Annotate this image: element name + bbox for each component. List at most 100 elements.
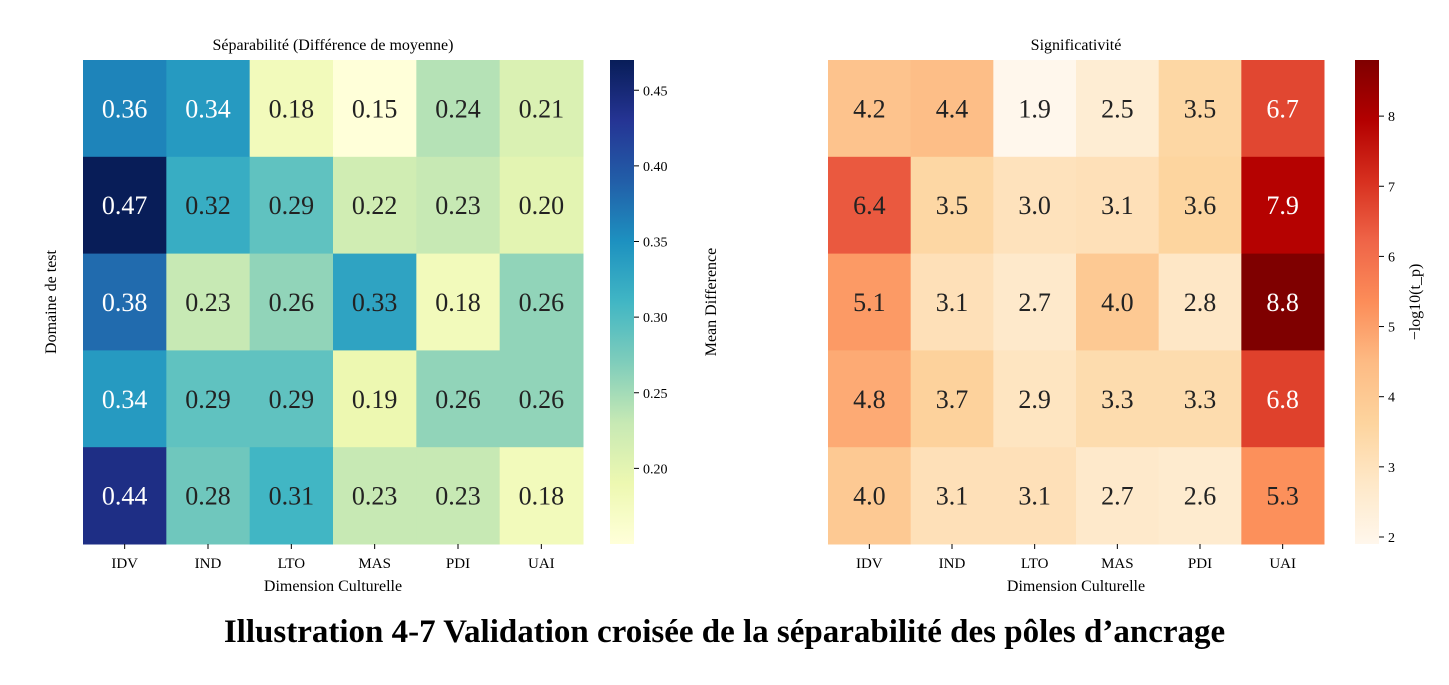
heatmap-cell — [83, 253, 167, 351]
colorbar-tick-label: 0.45 — [643, 84, 668, 99]
x-tick-label: IDV — [856, 556, 883, 572]
x-tick-label: LTO — [278, 556, 306, 572]
cell-value-label: 3.5 — [1184, 94, 1217, 123]
heatmap-cell — [1241, 60, 1325, 158]
heatmap-cell — [1158, 60, 1242, 158]
cell-value-label: 3.3 — [1101, 385, 1134, 414]
cell-value-label: 3.1 — [936, 288, 969, 317]
heatmap-cell — [993, 253, 1077, 351]
cell-value-label: 2.7 — [1018, 288, 1051, 317]
heatmap-cell — [499, 60, 584, 158]
heatmap-cell — [166, 447, 251, 545]
cell-value-label: 0.26 — [519, 385, 565, 414]
cell-value-label: 1.9 — [1018, 94, 1051, 123]
heatmap-cell — [166, 60, 251, 158]
cell-value-label: 0.29 — [269, 385, 315, 414]
heatmap-cell — [910, 156, 994, 255]
heatmap-cell — [333, 350, 417, 448]
heatmap-cell — [333, 156, 417, 255]
cell-value-label: 2.6 — [1184, 482, 1217, 511]
heatmap-cell — [1158, 350, 1242, 448]
cell-value-label: 4.4 — [936, 94, 969, 123]
chart-title: Significativité — [1031, 37, 1122, 54]
colorbar-label: −log10(t_p) — [1407, 264, 1424, 341]
cell-value-label: 2.7 — [1101, 482, 1134, 511]
x-tick-label: MAS — [358, 556, 391, 572]
colorbar-tick-label: 0.30 — [643, 311, 668, 326]
cell-value-label: 5.1 — [853, 288, 886, 317]
cell-value-label: 2.9 — [1018, 385, 1051, 414]
x-tick-label: IDV — [111, 556, 138, 572]
significance-heatmap: 4.2 4.4 1.9 2.5 3.5 6.7 6.4 3.5 3.0 3.1 3.6 7.9 5.1 3… — [828, 37, 1424, 595]
cell-value-label: 0.20 — [519, 191, 565, 220]
cell-value-label: 0.34 — [185, 94, 231, 123]
x-tick-label: UAI — [528, 556, 555, 572]
cell-value-label: 3.6 — [1184, 191, 1217, 220]
heatmap-cell — [993, 156, 1077, 255]
cell-value-label: 0.44 — [102, 482, 148, 511]
cell-value-label: 0.29 — [185, 385, 231, 414]
cell-value-label: 6.4 — [853, 191, 886, 220]
cell-value-label: 3.5 — [936, 191, 969, 220]
cell-value-label: 3.1 — [1101, 191, 1134, 220]
y-axis-label: Domaine de test — [43, 249, 60, 354]
heatmap-cell — [249, 447, 334, 545]
heatmap-cell — [166, 350, 251, 448]
heatmap-cell — [416, 60, 501, 158]
x-tick-label: PDI — [1188, 556, 1212, 572]
figure-caption: Illustration 4-7 Validation croisée de l… — [223, 614, 1226, 650]
heatmap-cell — [1076, 350, 1160, 448]
cell-value-label: 2.5 — [1101, 94, 1134, 123]
cell-value-label: 4.8 — [853, 385, 886, 414]
heatmap-cell — [1241, 447, 1325, 545]
heatmap-cell — [416, 350, 501, 448]
cell-value-label: 0.23 — [435, 191, 481, 220]
colorbar-tick-label: 0.40 — [643, 160, 668, 175]
heatmap-cell — [333, 447, 417, 545]
heatmap-cell — [910, 253, 994, 351]
heatmap-cell — [166, 253, 251, 351]
cell-value-label: 0.28 — [185, 482, 231, 511]
cell-value-label: 0.47 — [102, 191, 148, 220]
heatmap-cell — [828, 253, 912, 351]
heatmap-cell — [1076, 60, 1160, 158]
cell-value-label: 4.2 — [853, 94, 886, 123]
cell-value-label: 0.32 — [185, 191, 231, 220]
x-tick-label: UAI — [1269, 556, 1296, 572]
cell-value-label: 0.22 — [352, 191, 398, 220]
heatmap-cell — [1076, 156, 1160, 255]
heatmap-cell — [910, 350, 994, 448]
cell-value-label: 4.0 — [853, 482, 886, 511]
figure: 0.36 0.34 0.18 0.15 0.24 0.21 0.47 0.32 0.29 0.22… — [43, 37, 1424, 595]
heatmap-cell — [83, 156, 167, 255]
heatmap-cell — [166, 156, 251, 255]
cell-value-label: 0.18 — [269, 94, 315, 123]
colorbar-tick-label: 0.35 — [643, 236, 668, 251]
cell-value-label: 0.38 — [102, 288, 148, 317]
cell-value-label: 0.31 — [269, 482, 315, 511]
cell-value-label: 0.19 — [352, 385, 398, 414]
colorbar-label: Mean Difference — [703, 248, 720, 357]
colorbar-tick-label: 3 — [1388, 461, 1395, 476]
heatmap-cell — [249, 350, 334, 448]
cell-value-label: 3.3 — [1184, 385, 1217, 414]
cell-value-label: 3.1 — [936, 482, 969, 511]
cell-value-label: 3.7 — [936, 385, 969, 414]
heatmap-cell — [499, 156, 584, 255]
heatmap-cell — [83, 447, 167, 545]
cell-value-label: 0.26 — [519, 288, 565, 317]
heatmap-cell — [1158, 253, 1242, 351]
heatmap-cell — [1241, 253, 1325, 351]
heatmap-cell — [499, 447, 584, 545]
cell-value-label: 0.36 — [102, 94, 148, 123]
heatmap-cell — [83, 350, 167, 448]
cell-value-label: 6.8 — [1266, 385, 1299, 414]
heatmap-cell — [499, 253, 584, 351]
cell-value-label: 0.26 — [435, 385, 481, 414]
x-axis-label: Dimension Culturelle — [1007, 578, 1145, 595]
heatmap-cell — [993, 350, 1077, 448]
cell-value-label: 8.8 — [1266, 288, 1299, 317]
x-tick-label: MAS — [1101, 556, 1134, 572]
heatmap-cell — [333, 253, 417, 351]
heatmap-cell — [1076, 253, 1160, 351]
